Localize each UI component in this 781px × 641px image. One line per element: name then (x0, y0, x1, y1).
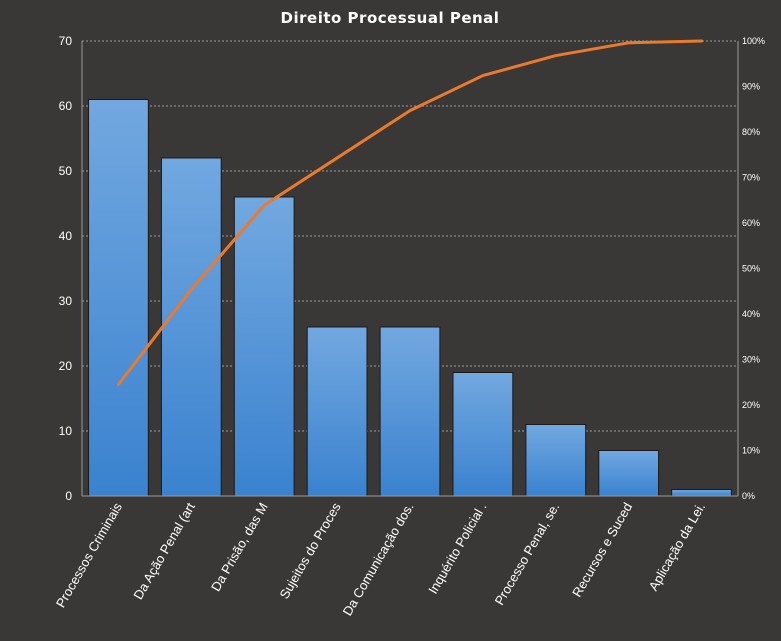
y2-tick-label: 0% (742, 491, 755, 501)
x-tick-label: Aplicação da Lei. (646, 500, 708, 593)
y2-tick-label: 100% (742, 36, 765, 46)
y-tick-label: 50 (59, 164, 73, 178)
x-tick-label: Da Ação Penal (art (130, 500, 198, 602)
bar (306, 326, 368, 497)
x-tick-label: Sujeitos do Proces (277, 500, 344, 602)
x-axis-ticks: Processos Criminais Da Ação Penal (art Da … (53, 500, 708, 619)
y-axis-ticks: 0 10 20 30 40 50 60 70 (59, 34, 73, 503)
bar (525, 424, 587, 497)
x-tick-label: Da Prisão, das M (208, 500, 271, 594)
bars (88, 99, 732, 497)
y2-tick-label: 20% (742, 400, 760, 410)
y2-tick-label: 40% (742, 309, 760, 319)
bar (379, 326, 441, 497)
y-tick-label: 60 (59, 99, 73, 113)
cumulative-line-path (116, 39, 704, 387)
chart-title: Direito Processual Penal (281, 9, 500, 27)
y2-tick-label: 80% (742, 127, 760, 137)
y2-tick-label: 90% (742, 82, 760, 92)
y2-tick-label: 70% (742, 173, 760, 183)
x-tick-label: Processo Penal, se. (492, 500, 563, 608)
y-tick-label: 20 (59, 359, 73, 373)
y-tick-label: 30 (59, 294, 73, 308)
axes (81, 41, 739, 497)
bar (160, 157, 222, 497)
bar (233, 196, 295, 497)
cumulative-line (116, 39, 704, 387)
bar (88, 99, 149, 497)
y-tick-label: 40 (59, 229, 73, 243)
bar (452, 372, 514, 497)
x-tick-label: Processos Criminais (53, 500, 125, 611)
y-tick-label: 70 (59, 34, 73, 48)
x-tick-label: Recursos e Suced (569, 500, 635, 600)
y2-tick-label: 60% (742, 218, 760, 228)
y-tick-label: 0 (65, 489, 72, 503)
y2-tick-label: 50% (742, 264, 760, 274)
bar (671, 489, 732, 497)
secondary-y-axis-ticks: 0% 10% 20% 30% 40% 50% 60% 70% 80% 90% 100% (742, 36, 765, 501)
y2-tick-label: 30% (742, 355, 760, 365)
x-tick-label: Da Comunicação dos. (340, 500, 417, 618)
bar (598, 450, 660, 497)
y2-tick-label: 10% (742, 446, 760, 456)
x-tick-label: Inquérito Policial . (425, 500, 489, 596)
y-tick-label: 10 (59, 424, 73, 438)
